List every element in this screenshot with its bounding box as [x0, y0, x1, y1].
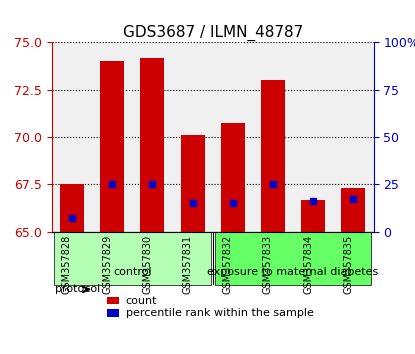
- Text: protocol: protocol: [55, 284, 100, 294]
- Text: GSM357832: GSM357832: [223, 234, 233, 294]
- FancyBboxPatch shape: [54, 232, 211, 285]
- Bar: [221, 123, 245, 232]
- Text: GSM357828: GSM357828: [62, 234, 72, 294]
- Bar: [341, 188, 366, 232]
- Text: control: control: [113, 267, 151, 277]
- Text: percentile rank within the sample: percentile rank within the sample: [126, 308, 314, 318]
- Text: GSM357835: GSM357835: [343, 234, 354, 294]
- FancyBboxPatch shape: [215, 232, 371, 285]
- Bar: [140, 58, 164, 232]
- Text: GSM357829: GSM357829: [102, 234, 112, 294]
- Text: GSM357830: GSM357830: [142, 234, 152, 293]
- Text: GSM357831: GSM357831: [183, 234, 193, 293]
- Text: exposure to maternal diabetes: exposure to maternal diabetes: [208, 267, 379, 277]
- Text: GSM357834: GSM357834: [303, 234, 313, 293]
- Bar: [107, 297, 120, 304]
- Bar: [301, 200, 325, 232]
- Bar: [261, 80, 285, 232]
- Text: GSM357833: GSM357833: [263, 234, 273, 293]
- Bar: [107, 309, 120, 316]
- Bar: [181, 135, 205, 232]
- Bar: [100, 61, 124, 232]
- Title: GDS3687 / ILMN_48787: GDS3687 / ILMN_48787: [122, 25, 303, 41]
- Bar: [60, 183, 84, 232]
- Text: count: count: [126, 296, 157, 306]
